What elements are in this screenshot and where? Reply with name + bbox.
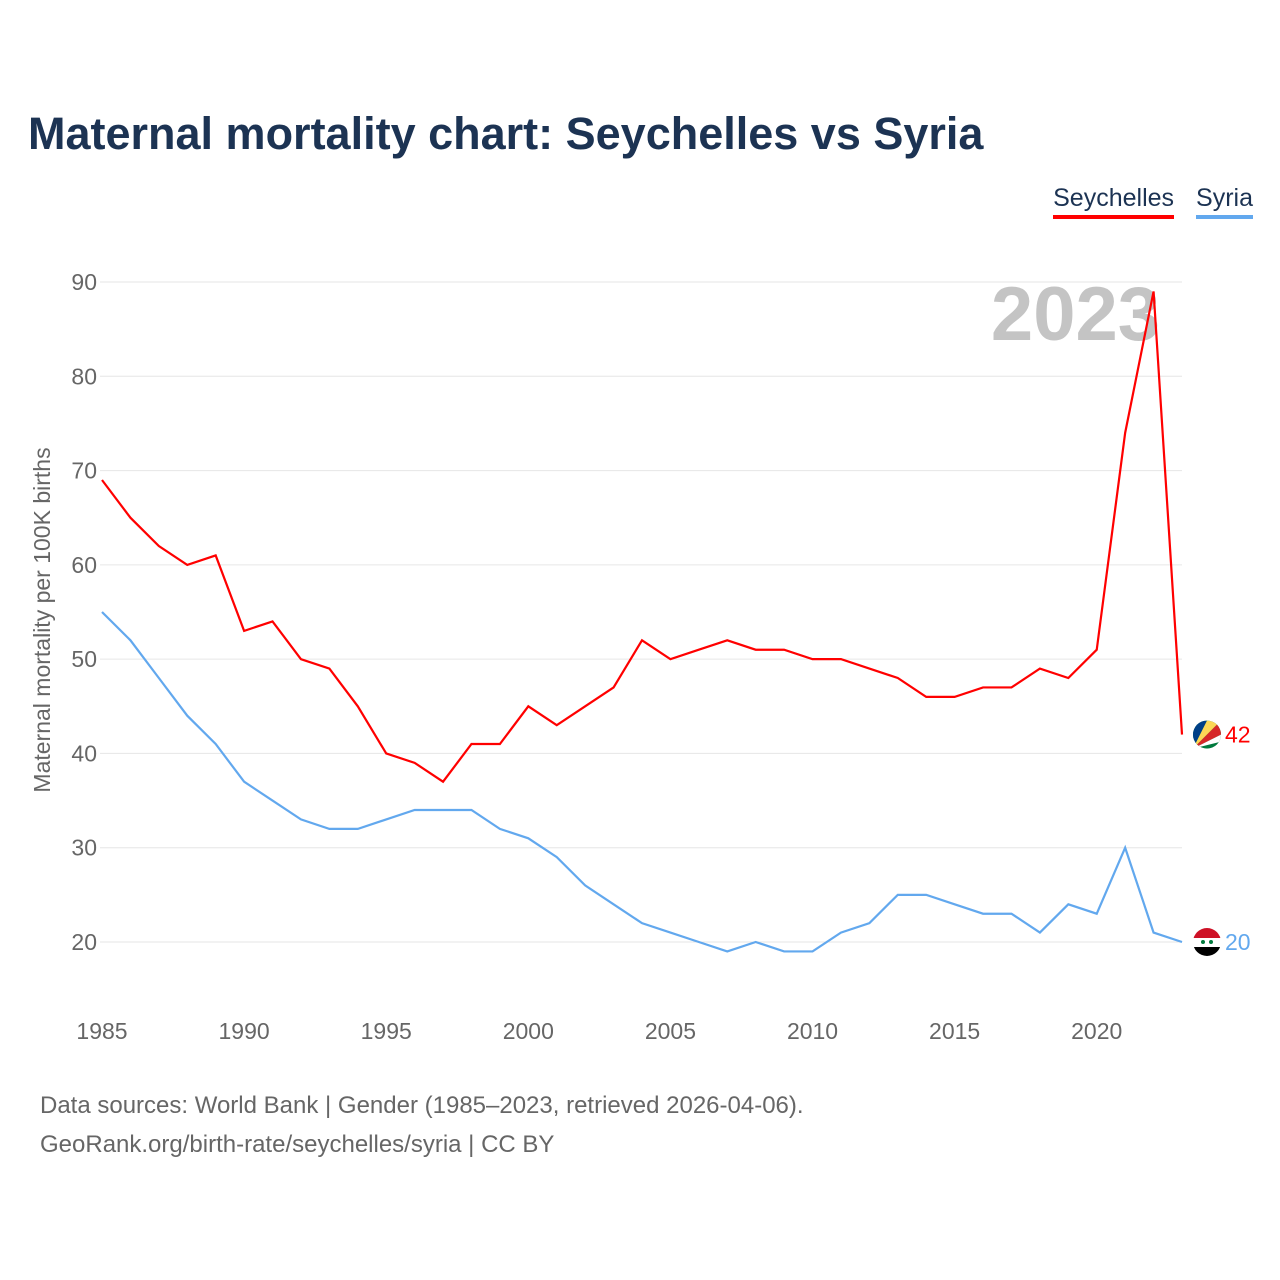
y-tick-label: 20 — [71, 929, 97, 955]
x-tick-label: 2015 — [929, 1018, 980, 1044]
footer-link[interactable]: GeoRank.org/birth-rate/seychelles/syria … — [40, 1131, 555, 1158]
x-tick-label: 2020 — [1071, 1018, 1122, 1044]
y-tick-label: 60 — [71, 552, 97, 578]
y-axis-label: Maternal mortality per 100K births — [29, 447, 55, 792]
y-tick-label: 50 — [71, 646, 97, 672]
x-tick-label: 1990 — [219, 1018, 270, 1044]
footer: Data sources: World Bank | Gender (1985–… — [40, 1086, 804, 1164]
y-tick-label: 40 — [71, 740, 97, 766]
series-line-seychelles[interactable] — [101, 291, 1184, 784]
legend-item-syria[interactable]: Syria — [1196, 184, 1253, 219]
flag-icon-syria — [1193, 928, 1221, 956]
x-tick-label: 1985 — [76, 1018, 127, 1044]
end-value-label: 20 — [1225, 929, 1251, 955]
y-tick-label: 70 — [71, 458, 97, 484]
y-tick-label: 80 — [71, 363, 97, 389]
x-tick-label: 2005 — [645, 1018, 696, 1044]
x-tick-label: 2000 — [503, 1018, 554, 1044]
footer-sources: Data sources: World Bank | Gender (1985–… — [40, 1092, 804, 1119]
legend-item-seychelles[interactable]: Seychelles — [1053, 184, 1175, 219]
series-line-syria[interactable] — [101, 611, 1183, 953]
end-value-label: 42 — [1225, 722, 1251, 748]
chart-title: Maternal mortality chart: Seychelles vs … — [28, 108, 984, 159]
legend: Seychelles Syria — [1053, 184, 1253, 219]
x-tick-label: 1995 — [361, 1018, 412, 1044]
y-tick-label: 90 — [71, 269, 97, 295]
flag-icon-seychelles — [1193, 720, 1221, 749]
x-tick-label: 2010 — [787, 1018, 838, 1044]
y-tick-label: 30 — [71, 835, 97, 861]
year-watermark: 2023 — [991, 272, 1160, 357]
line-chart: 20 30 40 50 60 70 80 90 1985 1990 1995 2000 2005 2010… — [29, 269, 1251, 1044]
